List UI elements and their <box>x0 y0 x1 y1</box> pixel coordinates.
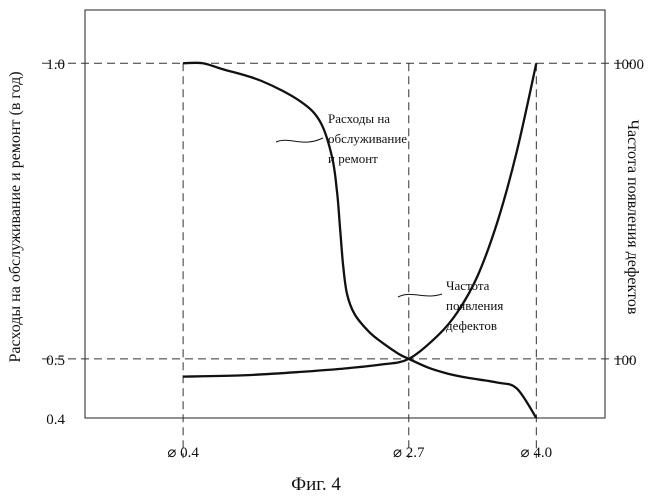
plot-frame <box>85 10 605 418</box>
annotation-line: появления <box>446 298 503 313</box>
y-axis-label-right: Частота появления дефектов <box>624 120 641 315</box>
annotation-line: и ремонт <box>328 151 378 166</box>
y-tick-label-left: 1.0 <box>46 57 65 73</box>
leader-line-maintenance <box>276 138 323 142</box>
y-tick-label-left: 0.5 <box>46 353 65 369</box>
y-tick-label-left: 0.4 <box>46 412 65 428</box>
series-annotation-maintenance: Расходы на обслуживание и ремонт <box>328 111 410 166</box>
leader-line-defects <box>398 294 442 297</box>
y-axis-label-left: Расходы на обслуживание и ремонт (в год) <box>7 71 24 362</box>
x-tick-label: ⌀ 4.0 <box>521 445 553 461</box>
series-annotation-defects: Частота появления дефектов <box>446 278 507 333</box>
y-tick-label-right: 1000 <box>614 57 644 73</box>
annotation-line: обслуживание <box>328 131 407 146</box>
x-tick-label: ⌀ 2.7 <box>393 445 425 461</box>
figure-caption: Фиг. 4 <box>291 474 341 495</box>
y-tick-label-right: 100 <box>614 353 637 369</box>
x-tick-label: ⌀ 0.4 <box>167 445 199 461</box>
annotation-line: Частота <box>446 278 490 293</box>
annotation-line: дефектов <box>446 318 497 333</box>
annotation-line: Расходы на <box>328 111 390 126</box>
